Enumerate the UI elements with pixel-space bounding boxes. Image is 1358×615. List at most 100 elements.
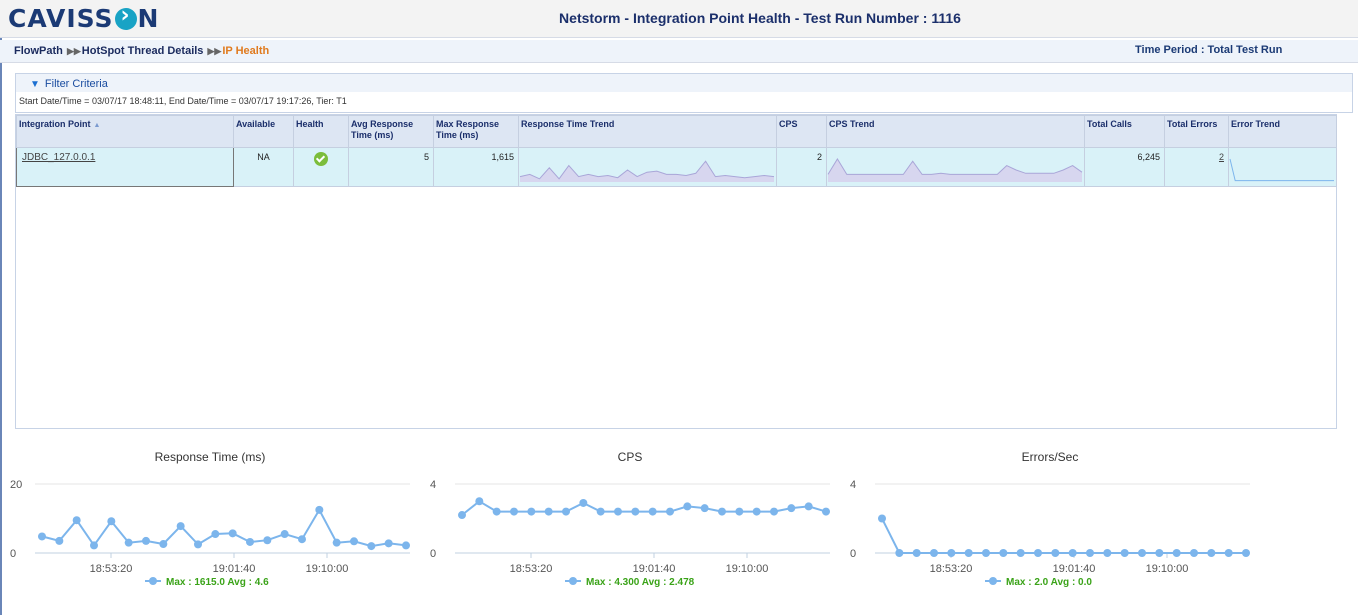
col-error-trend[interactable]: Error Trend [1228,115,1337,148]
data-point[interactable] [544,507,553,516]
data-point[interactable] [822,507,830,516]
data-point[interactable] [1207,549,1216,557]
data-point[interactable] [1103,549,1112,557]
chart-title: Response Time (ms) [154,450,266,464]
data-point[interactable] [124,538,133,547]
data-point[interactable] [298,535,306,544]
table-row[interactable]: JDBC_127.0.0.1 NA 5 1,615 2 6,245 2 [16,147,1337,187]
col-integration-point[interactable]: Integration Point ▲ [16,115,234,148]
data-point[interactable] [228,529,237,538]
ip-health-table-container: Integration Point ▲ Available Health Avg … [15,114,1337,429]
breadcrumb-hotspot[interactable]: HotSpot Thread Details [81,45,204,57]
data-point[interactable] [211,530,220,539]
data-point[interactable] [562,507,570,516]
total-errors-link[interactable]: 2 [1218,152,1224,162]
legend-marker [569,577,577,585]
col-cps-trend[interactable]: CPS Trend [826,115,1085,148]
data-point[interactable] [90,541,98,550]
series-line [41,507,407,548]
data-point[interactable] [159,540,168,549]
data-point[interactable] [263,536,272,545]
data-point[interactable] [492,507,501,516]
data-point[interactable] [735,507,744,516]
filter-toggle[interactable]: ▼ Filter Criteria [16,74,1352,92]
col-max-response[interactable]: Max Response Time (ms) [433,115,519,148]
breadcrumb-flowpath[interactable]: FlowPath [14,45,63,57]
sparkline-area [828,159,1082,182]
data-point[interactable] [895,549,904,557]
legend-label[interactable]: Max : 2.0 Avg : 0.0 [1006,577,1092,588]
col-health[interactable]: Health [293,115,349,148]
data-point[interactable] [1172,549,1181,557]
data-point[interactable] [1242,549,1250,557]
data-point[interactable] [912,549,921,557]
data-point[interactable] [315,505,324,514]
collapse-triangle-icon[interactable]: ▼ [30,79,40,90]
data-point[interactable] [1224,549,1233,557]
data-point[interactable] [194,540,202,549]
data-point[interactable] [350,537,358,546]
data-point[interactable] [107,517,116,526]
data-point[interactable] [1068,549,1077,557]
col-cps[interactable]: CPS [776,115,827,148]
data-point[interactable] [964,549,973,557]
data-point[interactable] [700,504,709,513]
data-point[interactable] [999,549,1008,557]
data-point[interactable] [1120,549,1129,557]
data-point[interactable] [55,536,64,545]
data-point[interactable] [402,541,410,550]
data-point[interactable] [947,549,956,557]
data-point[interactable] [367,542,376,551]
data-point[interactable] [1051,549,1060,557]
error-trend-sparkline [1229,158,1334,182]
data-point[interactable] [648,507,657,516]
data-point[interactable] [878,514,886,523]
col-available[interactable]: Available [233,115,294,148]
data-point[interactable] [142,536,150,545]
data-point[interactable] [787,504,796,513]
data-point[interactable] [982,549,990,557]
data-point[interactable] [1190,549,1198,557]
data-point[interactable] [1016,549,1025,557]
legend-label[interactable]: Max : 1615.0 Avg : 4.6 [166,577,269,588]
data-point[interactable] [458,511,466,520]
data-point[interactable] [1138,549,1146,557]
data-point[interactable] [770,507,778,516]
integration-point-link[interactable]: JDBC_127.0.0.1 [22,152,96,163]
data-point[interactable] [614,507,622,516]
data-point[interactable] [1086,549,1094,557]
data-point[interactable] [631,507,640,516]
cell-health [293,147,349,187]
data-point[interactable] [666,507,674,516]
col-total-calls[interactable]: Total Calls [1084,115,1165,148]
data-point[interactable] [683,502,692,511]
sort-asc-icon[interactable]: ▲ [93,122,101,129]
data-point[interactable] [280,530,289,539]
legend-label[interactable]: Max : 4.300 Avg : 2.478 [586,577,695,588]
data-point[interactable] [384,539,393,548]
data-point[interactable] [579,498,588,507]
data-point[interactable] [1155,549,1164,557]
data-point[interactable] [176,522,185,531]
data-point[interactable] [718,507,726,516]
col-response-trend[interactable]: Response Time Trend [518,115,777,148]
col-total-errors[interactable]: Total Errors [1164,115,1229,148]
data-point[interactable] [475,497,484,506]
data-point[interactable] [752,507,761,516]
filter-label: Filter Criteria [44,78,108,90]
cps-trend-sparkline [827,158,1083,182]
data-point[interactable] [246,537,254,546]
data-point[interactable] [510,507,518,516]
data-point[interactable] [332,538,341,547]
col-avg-response[interactable]: Avg Response Time (ms) [348,115,434,148]
breadcrumb: FlowPath ▶▶HotSpot Thread Details ▶▶IP H… [14,45,269,57]
data-point[interactable] [72,516,81,525]
data-point[interactable] [804,502,813,511]
data-point[interactable] [527,507,536,516]
data-point[interactable] [930,549,938,557]
data-point[interactable] [38,532,46,541]
y-tick-label: 20 [10,479,22,491]
data-point[interactable] [1034,549,1042,557]
response-time-plot: 20 0 18:53:20 19:01:40 19:10:00 Max : 1615.0 … [10,479,410,588]
data-point[interactable] [596,507,605,516]
